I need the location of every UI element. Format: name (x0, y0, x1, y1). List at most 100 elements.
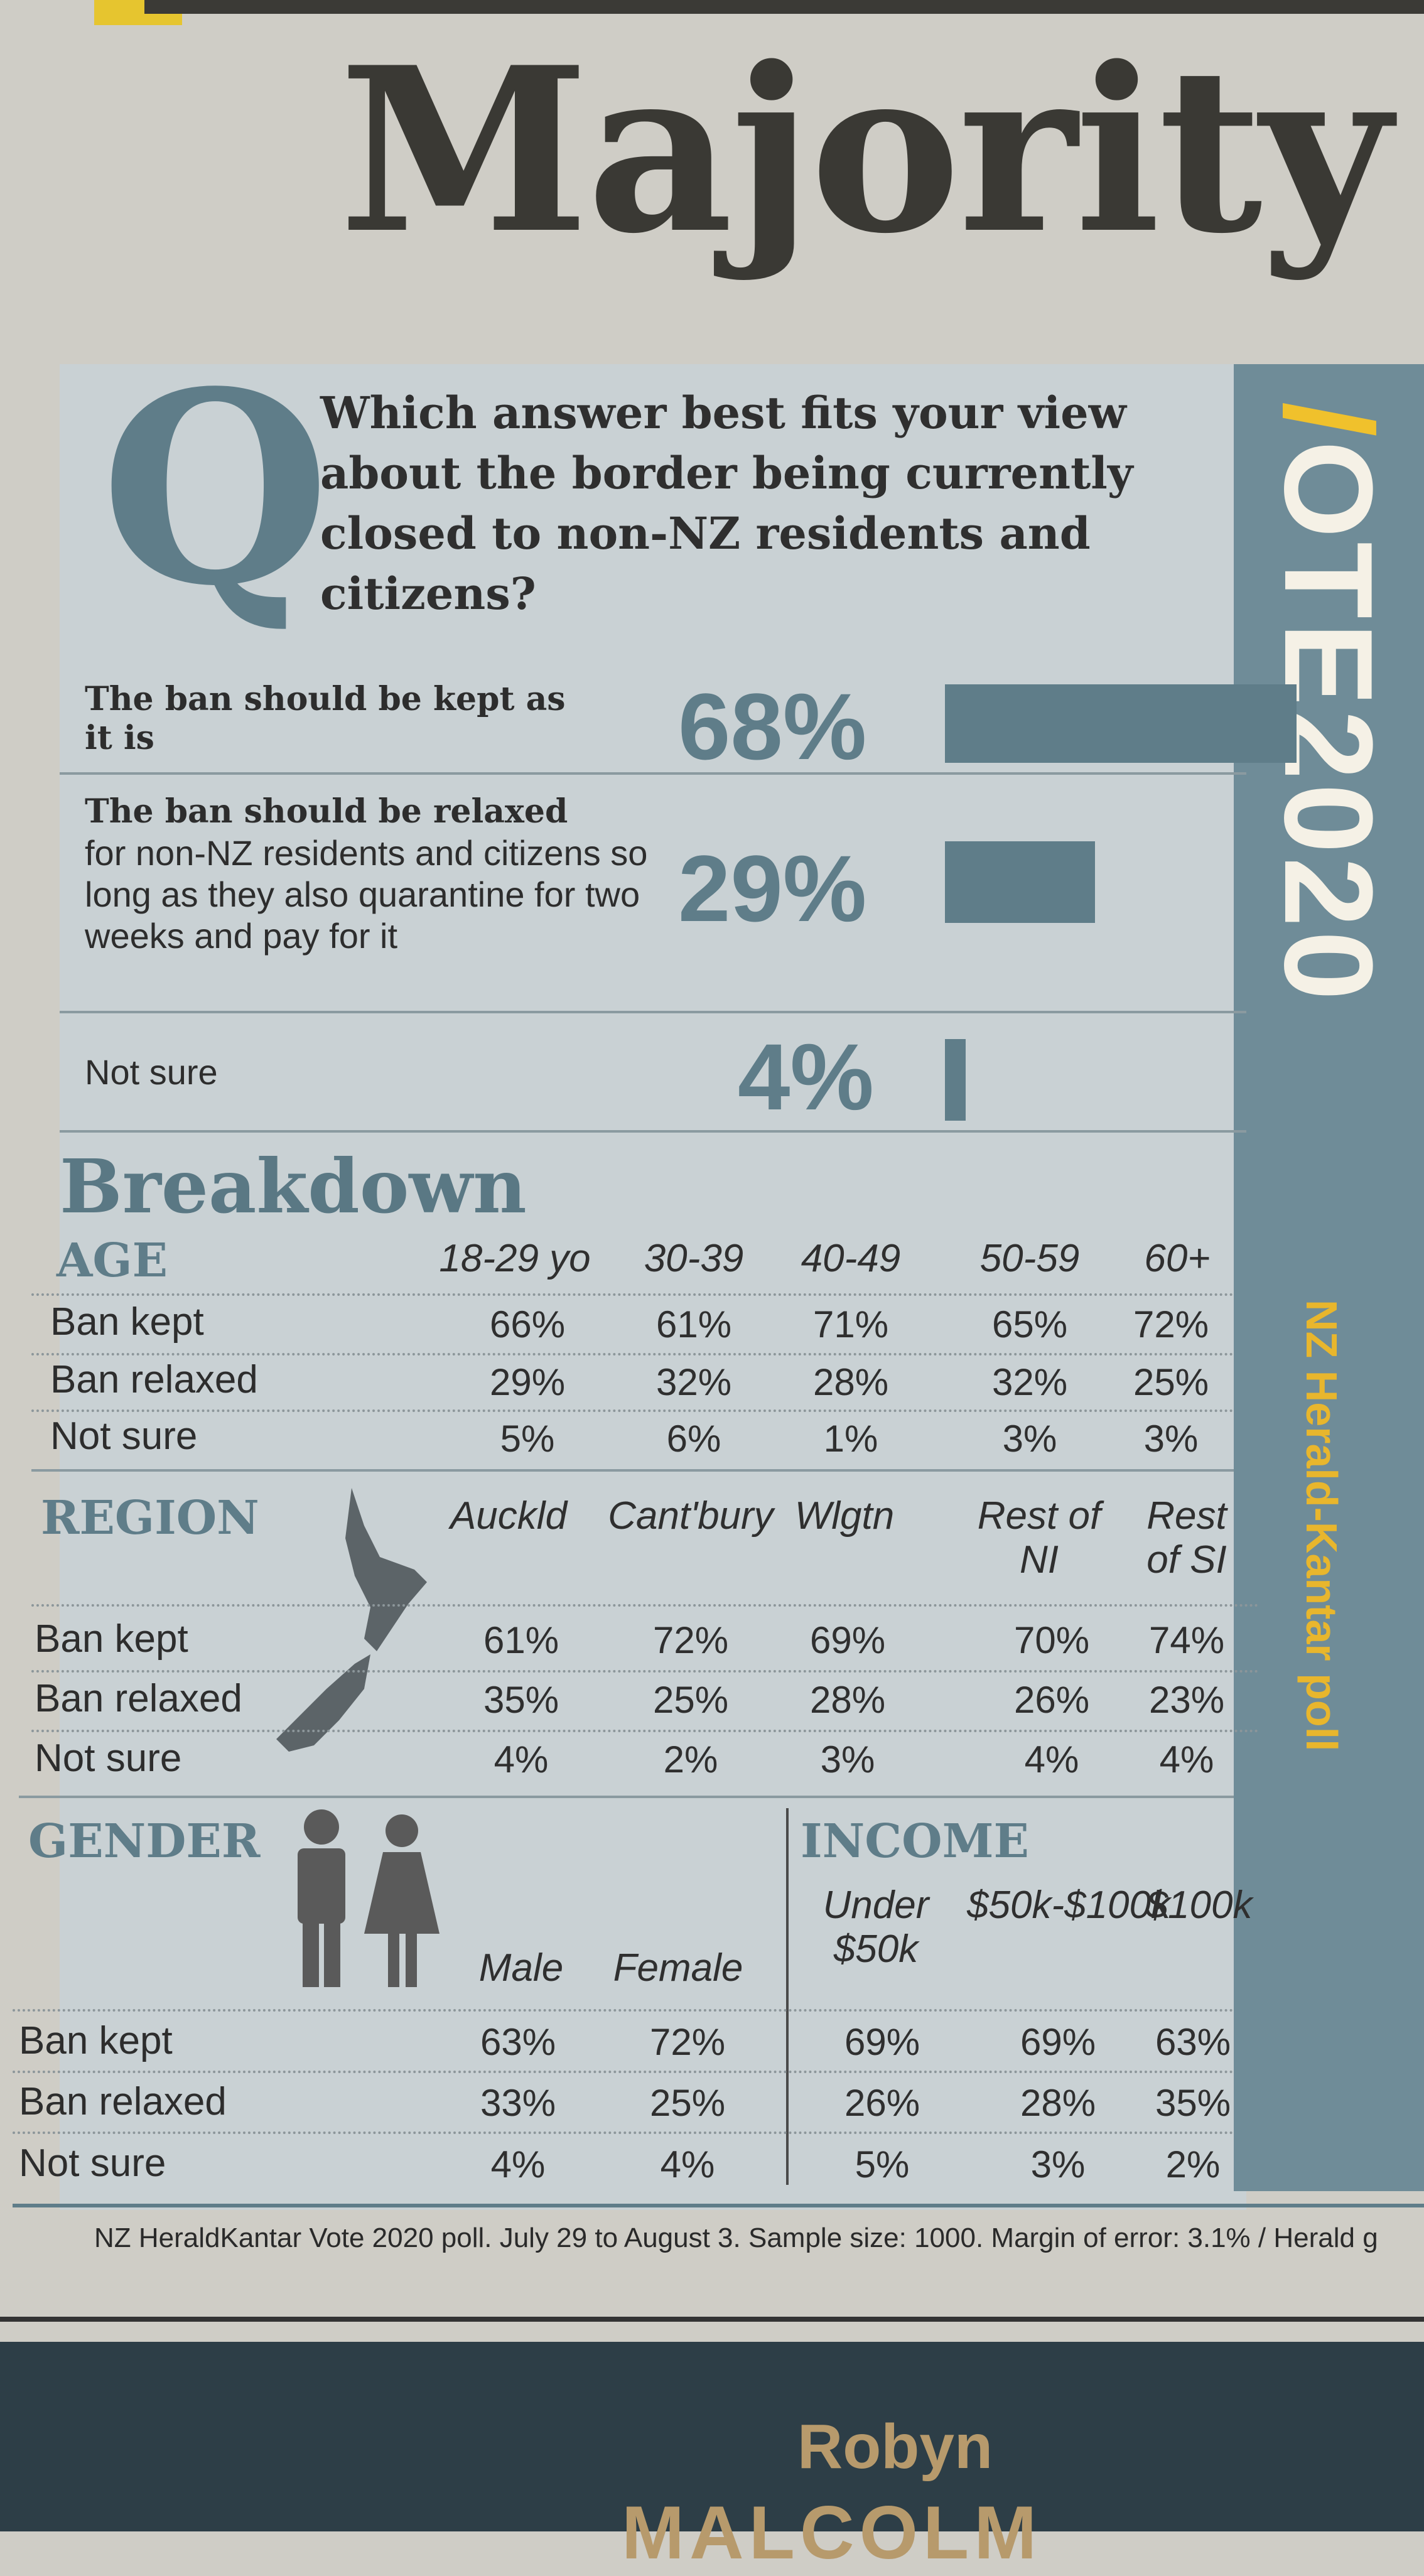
income-col: $50k-$100k (967, 1883, 1171, 1927)
row-label: Not sure (50, 1415, 198, 1458)
income-col: $100k (1146, 1883, 1253, 1927)
poll-panel (60, 364, 1246, 2210)
row-label: Ban relaxed (50, 1358, 258, 1401)
nz-map-icon (276, 1488, 427, 1752)
age-cell: 32% (991, 1361, 1068, 1403)
row-divider (31, 1409, 1234, 1412)
region-col: Rest of SI (1146, 1494, 1227, 1582)
age-cell: 5% (500, 1418, 555, 1460)
row-divider (31, 1730, 1259, 1732)
vote-slash: / (1258, 402, 1398, 441)
region-cell: 3% (820, 1738, 875, 1781)
region-cell: 70% (1013, 1619, 1090, 1661)
question-text: Which answer best fits your view about t… (320, 387, 1133, 620)
author-first-name: Robyn (797, 2412, 993, 2482)
gender-heading: GENDER (28, 1814, 261, 1868)
region-cell: 4% (1159, 1738, 1214, 1781)
breakdown-title: Breakdown (60, 1143, 527, 1230)
region-col: Cant'bury (608, 1494, 774, 1538)
age-cell: 61% (655, 1303, 732, 1345)
bottom-rule (0, 2317, 1424, 2322)
region-cell: 69% (809, 1619, 886, 1661)
age-col: 60+ (1144, 1237, 1211, 1280)
region-col: Auckld (450, 1494, 568, 1538)
age-cell: 3% (1002, 1418, 1057, 1460)
age-cell: 72% (1133, 1303, 1209, 1345)
answer-label-rest: Not sure (85, 1052, 218, 1092)
vote-sidebar (1234, 364, 1424, 2191)
income-cell: 28% (1020, 2082, 1096, 2124)
answer-bar (945, 841, 1095, 923)
region-col: Rest of NI (977, 1494, 1101, 1582)
row-label: Ban kept (35, 1617, 188, 1661)
row-divider (13, 2131, 1234, 2134)
region-cell: 25% (652, 1679, 729, 1721)
section-divider (19, 1796, 1234, 1798)
age-col: 50-59 (979, 1237, 1080, 1280)
footnote: NZ HeraldKantar Vote 2020 poll. July 29 … (94, 2223, 1378, 2253)
age-cell: 65% (991, 1303, 1068, 1345)
row-label: Not sure (35, 1737, 182, 1780)
income-cell: 5% (855, 2143, 910, 2185)
gender-col: Male (478, 1946, 564, 1990)
gender-cell: 25% (649, 2082, 726, 2124)
author-last-name: MALCOLM (622, 2491, 1042, 2575)
income-col: Under $50k (823, 1883, 929, 1971)
region-cell: 4% (494, 1738, 549, 1781)
age-cell: 25% (1133, 1361, 1209, 1403)
age-cell: 71% (812, 1303, 889, 1345)
income-cell: 35% (1155, 2082, 1231, 2124)
gender-cell: 63% (480, 2021, 556, 2063)
answer-label-bold: The ban should be kept as it is (85, 680, 566, 757)
age-heading: AGE (57, 1234, 168, 1288)
region-cell: 4% (1024, 1738, 1079, 1781)
age-cell: 28% (812, 1361, 889, 1403)
next-story-banner (0, 2342, 1424, 2531)
answer-label: The ban should be relaxed for non-NZ resi… (85, 790, 675, 957)
row-label: Ban relaxed (19, 2080, 227, 2123)
row-divider (13, 2071, 1234, 2073)
row-divider (31, 1604, 1259, 1607)
gender-cell: 72% (649, 2021, 726, 2063)
poll-label: NZ Herald-Kantar poll (1297, 1300, 1346, 1752)
answer-percent: 29% (678, 836, 867, 941)
answer-row-kept: The ban should be kept as it is 68% (60, 666, 1297, 779)
income-cell: 3% (1030, 2143, 1086, 2185)
income-heading: INCOME (801, 1814, 1029, 1868)
row-divider (31, 1293, 1234, 1296)
people-icon (298, 1809, 440, 1987)
row-label: Ban relaxed (35, 1677, 242, 1720)
answer-label-bold: The ban should be relaxed (85, 792, 568, 831)
region-col: Wlgtn (794, 1494, 895, 1538)
age-col: 30-39 (644, 1237, 744, 1280)
vote-2020-title: /OTE2020 (1256, 402, 1400, 1281)
region-cell: 23% (1148, 1679, 1225, 1721)
region-cell: 72% (652, 1619, 729, 1661)
answer-percent: 68% (678, 674, 867, 779)
answer-label-rest: for non-NZ residents and citizens so lon… (85, 833, 648, 956)
income-cell: 26% (844, 2082, 920, 2124)
region-cell: 61% (483, 1619, 559, 1661)
region-cell: 28% (809, 1679, 886, 1721)
age-cell: 32% (655, 1361, 732, 1403)
region-heading: REGION (41, 1491, 259, 1545)
answer-percent: 4% (738, 1024, 874, 1129)
answer-label: Not sure (85, 1054, 524, 1092)
answer-bar (945, 684, 1297, 763)
gender-cell: 4% (660, 2143, 715, 2185)
region-cell: 26% (1013, 1679, 1090, 1721)
row-label: Not sure (19, 2142, 166, 2185)
gender-col: Female (613, 1946, 743, 1990)
income-divider (786, 1808, 789, 2185)
age-col: 40-49 (801, 1237, 901, 1280)
age-cell: 29% (489, 1361, 566, 1403)
headline: Majority (339, 18, 1391, 283)
question-letter: Q (100, 335, 330, 644)
row-label: Ban kept (19, 2019, 173, 2062)
age-col: 18-29 yo (439, 1237, 591, 1280)
answer-row-relaxed: The ban should be relaxed for non-NZ resi… (60, 772, 1246, 1013)
row-divider (31, 1353, 1234, 1355)
gender-cell: 4% (490, 2143, 546, 2185)
age-cell: 66% (489, 1303, 566, 1345)
region-cell: 74% (1148, 1619, 1225, 1661)
